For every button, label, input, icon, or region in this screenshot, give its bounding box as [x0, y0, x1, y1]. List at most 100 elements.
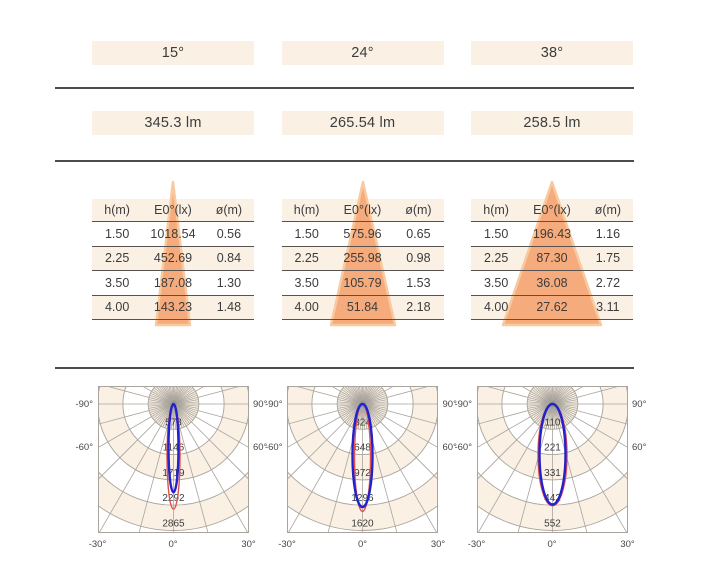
polar-major-ray	[476, 403, 553, 425]
table-cell: 0.65	[406, 226, 431, 241]
divider-rule-3	[55, 367, 634, 369]
col-header-e0: E0°(lx)	[533, 203, 571, 217]
table-cell: 575.96	[343, 226, 382, 241]
table-row: 1.50 196.43 1.16	[471, 222, 633, 247]
polar-major-ray	[551, 403, 628, 425]
table-row: 2.25 255.98 0.98	[281, 247, 444, 271]
col-header-h: h(m)	[483, 203, 509, 217]
polar-major-ray	[172, 403, 249, 449]
polar-axis-label: -60°	[75, 442, 93, 453]
table-row: 3.50 187.08 1.30	[92, 271, 254, 296]
illuminance-table: h(m) E0°(lx) ø(m) 1.50 1018.54 0.56 2.25…	[92, 199, 254, 320]
table-header-row: h(m) E0°(lx) ø(m)	[471, 199, 633, 222]
illuminance-table-block-3: h(m) E0°(lx) ø(m) 1.50 196.43 1.16 2.25 …	[471, 178, 633, 329]
beam-cone-shape	[501, 180, 603, 327]
table-cell: 2.25	[104, 251, 130, 266]
table-cell: 3.50	[104, 275, 130, 290]
beam-cone-shape	[154, 180, 192, 327]
polar-frame	[476, 386, 628, 533]
polar-axis-label: -90°	[75, 398, 93, 410]
polar-axis-label: 60°	[632, 442, 647, 453]
beam-angle-label: 38°	[540, 45, 564, 61]
polar-axis-label: -30°	[278, 539, 296, 550]
polar-axis-label: -90°	[454, 398, 472, 410]
table-cell: 4.00	[294, 300, 319, 315]
intensity-curve-blue	[166, 402, 180, 494]
illuminance-table-block-1: h(m) E0°(lx) ø(m) 1.50 1018.54 0.56 2.25…	[92, 178, 254, 329]
table-cell: 3.11	[596, 300, 620, 315]
polar-ring	[147, 386, 199, 430]
polar-major-ray	[517, 403, 553, 533]
polar-major-ray	[97, 403, 174, 449]
polar-intensity-diagram: 110 221 331 442 552	[476, 386, 628, 533]
beam-cone-diagram	[501, 180, 603, 327]
polar-major-ray	[172, 403, 249, 481]
divider-rule-2	[55, 160, 634, 162]
table-cell: 36.08	[536, 275, 568, 290]
lumen-box-2: 265.54 lm	[281, 111, 444, 135]
polar-major-ray	[483, 386, 553, 405]
polar-frame	[287, 386, 438, 533]
col-header-e0: E0°(lx)	[154, 203, 192, 217]
col-header-diameter: ø(m)	[405, 203, 432, 217]
polar-intensity-diagram: 324 648 972 1296 1620	[287, 386, 438, 533]
table-cell: 0.84	[216, 251, 242, 266]
polar-ring	[97, 470, 249, 506]
illuminance-table: h(m) E0°(lx) ø(m) 1.50 575.96 0.65 2.25 …	[281, 199, 444, 320]
polar-axis-label: 90°	[442, 398, 457, 410]
table-cell: 196.43	[532, 226, 572, 241]
polar-major-ray	[287, 403, 363, 481]
polar-major-ray	[551, 386, 621, 405]
table-cell: 3.50	[483, 275, 509, 290]
beam-cone-diagram	[154, 180, 192, 327]
polar-major-ray	[138, 403, 174, 533]
polar-ring	[287, 470, 438, 506]
polar-ring	[97, 504, 249, 531]
polar-major-ray	[362, 403, 438, 481]
col-header-e0: E0°(lx)	[343, 203, 382, 217]
polar-axis-label: 30°	[620, 539, 635, 550]
intensity-curve-blue	[537, 402, 567, 506]
table-row: 2.25 87.30 1.75	[471, 247, 633, 271]
polar-ring	[311, 386, 414, 456]
polar-diagram-block-3: 110 221 331 442 552 -90° -60° 90° 60° -30° 0…	[450, 380, 654, 562]
table-row: 1.50 1018.54 0.56	[92, 222, 254, 247]
table-cell: 2.25	[483, 251, 509, 266]
polar-diagram-block-1: 573 1146 1719 2292 2865 -90° -60° 90° 60° -3…	[71, 380, 275, 562]
lumen-label: 265.54 lm	[329, 115, 396, 131]
table-header-row: h(m) E0°(lx) ø(m)	[92, 199, 254, 222]
polar-major-ray	[551, 403, 628, 449]
polar-ring	[121, 386, 225, 456]
polar-major-ray	[172, 403, 248, 533]
polar-axis-label: 0°	[168, 539, 178, 550]
table-cell: 3.50	[294, 275, 319, 290]
polar-major-ray	[172, 403, 249, 425]
polar-ring-value: 442	[544, 493, 561, 504]
polar-major-ray	[287, 403, 363, 425]
col-header-diameter: ø(m)	[215, 203, 243, 217]
polar-axis-label: 60°	[253, 442, 268, 453]
table-cell: 1.50	[483, 226, 509, 241]
polar-axis-label: 60°	[442, 442, 457, 453]
table-row: 4.00 27.62 3.11	[471, 296, 633, 320]
polar-major-ray	[287, 403, 363, 449]
polar-ring-value: 110	[544, 417, 560, 428]
col-header-diameter: ø(m)	[594, 203, 622, 217]
polar-ring	[287, 504, 438, 531]
table-cell: 1.50	[104, 226, 130, 241]
polar-axis-label: -60°	[264, 442, 283, 453]
table-header-row: h(m) E0°(lx) ø(m)	[281, 199, 444, 222]
table-cell: 255.98	[343, 251, 382, 266]
polar-ring	[97, 386, 249, 481]
polar-ring-value: 972	[354, 468, 371, 479]
polar-major-ray	[551, 403, 627, 533]
polar-ring-value: 324	[354, 417, 371, 428]
polar-major-ray	[551, 403, 587, 533]
polar-major-ray	[551, 403, 628, 481]
polar-major-ray	[476, 403, 553, 481]
table-cell: 187.08	[153, 275, 193, 290]
table-row: 1.50 575.96 0.65	[281, 222, 444, 247]
polar-ring-value: 2292	[162, 493, 185, 504]
table-cell: 2.25	[294, 251, 319, 266]
table-cell: 2.18	[406, 300, 431, 315]
